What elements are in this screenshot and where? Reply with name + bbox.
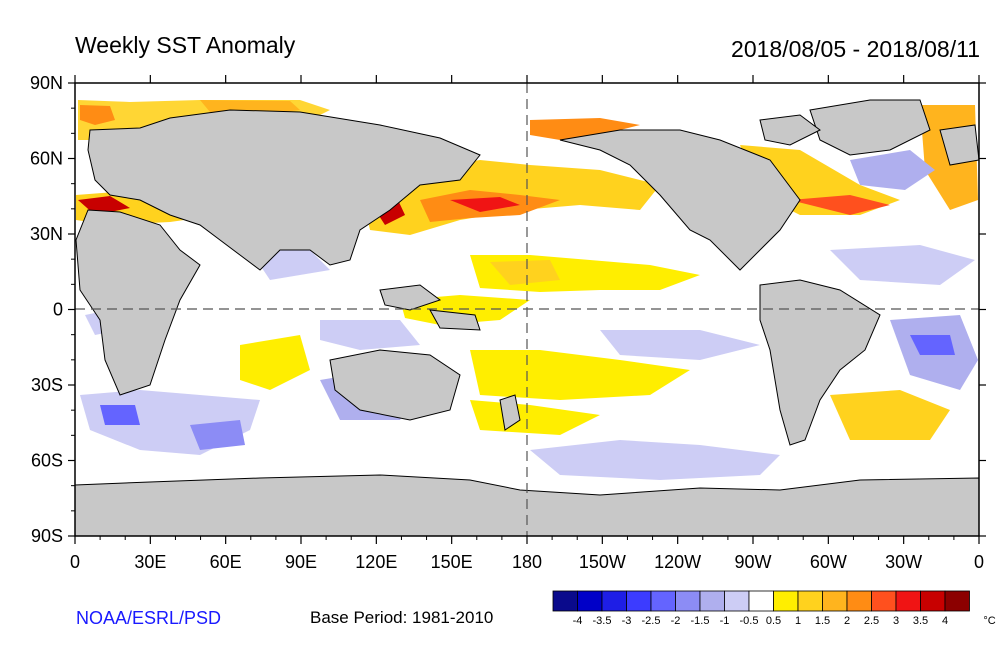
anomaly-patch	[530, 118, 640, 140]
anomaly-patch	[490, 260, 560, 285]
canadian-arctic-islands	[759, 114, 821, 146]
colorbar-tick-label: 1.5	[815, 615, 830, 627]
colorbar-tick-label: 3	[893, 615, 899, 627]
colorbar-tick-label: 3.5	[913, 615, 928, 627]
colorbar-tick-label: -1.5	[691, 615, 710, 627]
anomaly-patch	[190, 420, 245, 450]
colorbar-tick-label: -2.5	[642, 615, 661, 627]
colorbar-unit: °C	[983, 615, 995, 627]
colorbar-swatch	[626, 590, 652, 612]
colorbar-tick-label: -0.5	[740, 615, 759, 627]
colorbar-swatch	[699, 590, 725, 612]
north-america	[559, 129, 801, 271]
lon-label: 180	[512, 552, 542, 572]
lon-label: 30E	[134, 552, 166, 572]
lat-label: 90N	[30, 73, 63, 93]
colorbar-tick-label: 2.5	[864, 615, 879, 627]
colorbar-swatch	[846, 590, 872, 612]
anomaly-patch	[600, 330, 760, 360]
colorbar: -4 -3.5 -3 -2.5 -2 -1.5 -1 -0.5 0.5 1 1.5 2 2.5 3 3.5 4…	[552, 590, 996, 627]
colorbar-swatch	[895, 590, 921, 612]
lat-label: 30N	[30, 224, 63, 244]
colorbar-swatch	[675, 590, 701, 612]
anomaly-patch	[830, 390, 950, 440]
lon-label: 150E	[431, 552, 473, 572]
colorbar-tick-label: -1	[720, 615, 730, 627]
anomaly-patch	[850, 150, 935, 190]
map-title: Weekly SST Anomaly	[75, 32, 296, 58]
colorbar-swatch	[748, 590, 774, 612]
colorbar-swatch	[871, 590, 897, 612]
lat-label: 0	[53, 300, 63, 320]
date-range: 2018/08/05 - 2018/08/11	[731, 36, 980, 62]
lon-label: 120E	[355, 552, 397, 572]
south-america	[759, 279, 881, 446]
anomaly-patch	[100, 405, 140, 425]
map-plot-area	[75, 83, 979, 536]
colorbar-swatch	[577, 590, 603, 612]
anomaly-patch	[80, 105, 115, 125]
borneo	[379, 284, 442, 311]
colorbar-swatch	[650, 590, 676, 612]
colorbar-swatch	[724, 590, 750, 612]
colorbar-tick-label: -3	[622, 615, 632, 627]
anomaly-patch	[910, 335, 955, 355]
lon-label: 60E	[210, 552, 242, 572]
colorbar-tick-label: 4	[942, 615, 948, 627]
colorbar-tick-label: -4	[573, 615, 583, 627]
lon-label: 60W	[810, 552, 847, 572]
lat-label: 60S	[31, 451, 63, 471]
africa	[75, 209, 201, 396]
colorbar-swatch	[944, 590, 970, 612]
colorbar-swatch	[552, 590, 578, 612]
anomaly-patch	[470, 350, 690, 400]
anomaly-patch	[240, 335, 310, 390]
lon-label: 150W	[579, 552, 626, 572]
anomaly-patch	[320, 320, 420, 350]
axis-ticks: 90N 60N 30N 0 30S 60S 90S 0 30E 60E 90E 120E 150E 180…	[30, 73, 986, 572]
new-guinea	[429, 309, 481, 331]
anomaly-patch	[830, 245, 975, 285]
colorbar-tick-label: -2	[671, 615, 681, 627]
base-period: Base Period: 1981-2010	[310, 608, 494, 627]
lon-label: 120W	[654, 552, 701, 572]
anomaly-patch	[450, 197, 520, 212]
iceland-scandinavia-edge	[939, 124, 979, 166]
lat-label: 90S	[31, 526, 63, 546]
lon-label: 30W	[885, 552, 922, 572]
colorbar-swatch	[797, 590, 823, 612]
colorbar-tick-label: -3.5	[593, 615, 612, 627]
colorbar-tick-label: 2	[844, 615, 850, 627]
australia	[329, 349, 461, 421]
colorbar-swatch	[822, 590, 848, 612]
lat-label: 60N	[30, 149, 63, 169]
anomaly-patch	[790, 195, 890, 215]
anomaly-patch	[530, 440, 780, 480]
colorbar-tick-label: 1	[795, 615, 801, 627]
colorbar-swatch	[773, 590, 799, 612]
colorbar-swatch	[601, 590, 627, 612]
new-zealand	[499, 394, 521, 431]
credit-text: NOAA/ESRL/PSD	[76, 608, 222, 628]
lon-label: 90W	[734, 552, 771, 572]
colorbar-swatch	[920, 590, 946, 612]
lat-label: 30S	[31, 375, 63, 395]
greenland	[809, 99, 931, 156]
lon-label: 0	[974, 552, 984, 572]
lon-label: 90E	[285, 552, 317, 572]
eurasia	[87, 109, 481, 271]
lon-label: 0	[70, 552, 80, 572]
colorbar-tick-label: 0.5	[766, 615, 781, 627]
